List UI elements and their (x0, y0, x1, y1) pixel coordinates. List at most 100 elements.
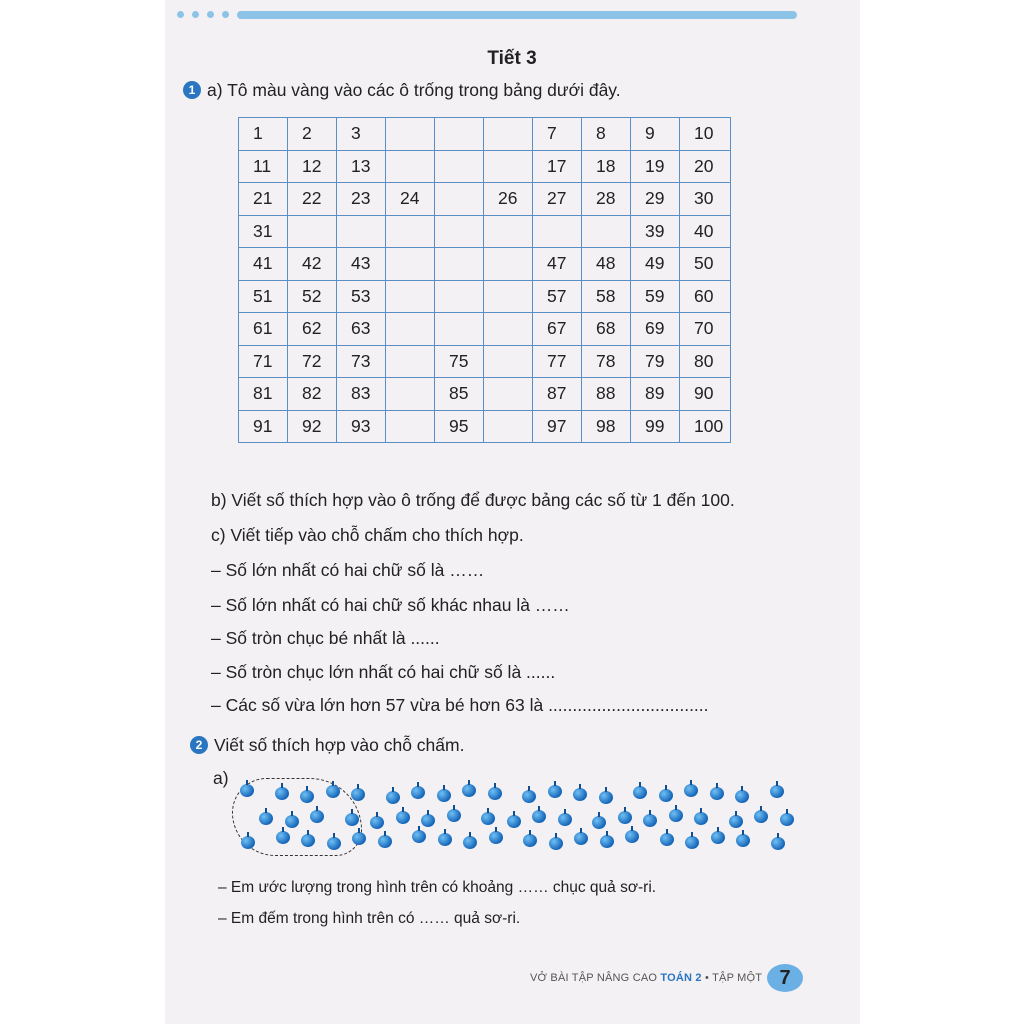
grid-cell[interactable] (385, 214, 435, 248)
grid-cell[interactable] (532, 214, 582, 248)
grid-cell[interactable]: 69 (630, 312, 680, 346)
grid-cell[interactable] (385, 409, 435, 443)
grid-cell[interactable] (434, 247, 484, 281)
grid-cell[interactable]: 49 (630, 247, 680, 281)
grid-cell[interactable] (434, 182, 484, 216)
grid-cell[interactable] (385, 312, 435, 346)
grid-cell[interactable]: 98 (581, 409, 631, 443)
grid-cell[interactable] (483, 214, 533, 248)
grid-cell[interactable]: 30 (679, 182, 731, 216)
grid-cell[interactable]: 89 (630, 377, 680, 411)
grid-cell[interactable]: 88 (581, 377, 631, 411)
grid-cell[interactable]: 78 (581, 344, 631, 378)
grid-cell[interactable]: 47 (532, 247, 582, 281)
grid-cell[interactable]: 58 (581, 279, 631, 313)
grid-cell[interactable]: 91 (238, 409, 288, 443)
grid-cell[interactable]: 50 (679, 247, 731, 281)
grid-cell[interactable]: 60 (679, 279, 731, 313)
grid-cell[interactable]: 68 (581, 312, 631, 346)
grid-cell[interactable]: 82 (287, 377, 337, 411)
grid-cell[interactable]: 43 (336, 247, 386, 281)
grid-cell[interactable]: 31 (238, 214, 288, 248)
grid-cell[interactable]: 17 (532, 149, 582, 183)
grid-cell[interactable]: 62 (287, 312, 337, 346)
grid-cell[interactable] (336, 214, 386, 248)
grid-cell[interactable]: 97 (532, 409, 582, 443)
grid-cell[interactable] (483, 117, 533, 151)
grid-cell[interactable]: 7 (532, 117, 582, 151)
grid-cell[interactable]: 63 (336, 312, 386, 346)
grid-cell[interactable]: 72 (287, 344, 337, 378)
grid-cell[interactable]: 70 (679, 312, 731, 346)
grid-cell[interactable] (483, 377, 533, 411)
grid-cell[interactable]: 39 (630, 214, 680, 248)
grid-cell[interactable]: 51 (238, 279, 288, 313)
grid-cell[interactable]: 83 (336, 377, 386, 411)
grid-cell[interactable] (385, 344, 435, 378)
grid-cell[interactable]: 71 (238, 344, 288, 378)
grid-cell[interactable] (483, 312, 533, 346)
grid-cell[interactable]: 10 (679, 117, 731, 151)
grid-cell[interactable]: 27 (532, 182, 582, 216)
grid-cell[interactable] (434, 312, 484, 346)
grid-cell[interactable]: 100 (679, 409, 731, 443)
grid-cell[interactable]: 90 (679, 377, 731, 411)
grid-cell[interactable]: 57 (532, 279, 582, 313)
grid-cell[interactable] (483, 149, 533, 183)
grid-cell[interactable]: 80 (679, 344, 731, 378)
grid-cell[interactable]: 73 (336, 344, 386, 378)
grid-cell[interactable]: 67 (532, 312, 582, 346)
grid-cell[interactable] (483, 247, 533, 281)
grid-cell[interactable] (434, 117, 484, 151)
grid-cell[interactable]: 18 (581, 149, 631, 183)
grid-cell[interactable]: 22 (287, 182, 337, 216)
grid-cell[interactable] (434, 214, 484, 248)
grid-cell[interactable] (385, 377, 435, 411)
grid-cell[interactable]: 21 (238, 182, 288, 216)
grid-cell[interactable]: 40 (679, 214, 731, 248)
grid-cell[interactable] (483, 344, 533, 378)
grid-cell[interactable]: 53 (336, 279, 386, 313)
grid-cell[interactable]: 95 (434, 409, 484, 443)
grid-cell[interactable]: 61 (238, 312, 288, 346)
grid-cell[interactable]: 75 (434, 344, 484, 378)
grid-cell[interactable]: 11 (238, 149, 288, 183)
grid-cell[interactable] (483, 279, 533, 313)
grid-cell[interactable]: 77 (532, 344, 582, 378)
grid-cell[interactable]: 12 (287, 149, 337, 183)
grid-cell[interactable]: 26 (483, 182, 533, 216)
grid-cell[interactable]: 20 (679, 149, 731, 183)
grid-cell[interactable]: 79 (630, 344, 680, 378)
grid-cell[interactable]: 28 (581, 182, 631, 216)
grid-cell[interactable] (385, 279, 435, 313)
grid-cell[interactable]: 13 (336, 149, 386, 183)
grid-cell[interactable]: 87 (532, 377, 582, 411)
grid-cell[interactable]: 81 (238, 377, 288, 411)
grid-cell[interactable]: 92 (287, 409, 337, 443)
grid-cell[interactable]: 99 (630, 409, 680, 443)
grid-cell[interactable]: 9 (630, 117, 680, 151)
grid-cell[interactable] (385, 149, 435, 183)
grid-cell[interactable]: 42 (287, 247, 337, 281)
grid-cell[interactable]: 8 (581, 117, 631, 151)
grid-cell[interactable]: 19 (630, 149, 680, 183)
grid-cell[interactable] (385, 247, 435, 281)
grid-cell[interactable]: 93 (336, 409, 386, 443)
grid-cell[interactable]: 3 (336, 117, 386, 151)
grid-cell[interactable] (434, 279, 484, 313)
grid-cell[interactable] (434, 149, 484, 183)
grid-cell[interactable]: 85 (434, 377, 484, 411)
grid-cell[interactable]: 23 (336, 182, 386, 216)
grid-cell[interactable] (483, 409, 533, 443)
grid-cell[interactable]: 52 (287, 279, 337, 313)
grid-cell[interactable]: 29 (630, 182, 680, 216)
grid-cell[interactable]: 59 (630, 279, 680, 313)
grid-cell[interactable]: 48 (581, 247, 631, 281)
grid-cell[interactable]: 24 (385, 182, 435, 216)
grid-cell[interactable]: 1 (238, 117, 288, 151)
grid-cell[interactable] (581, 214, 631, 248)
grid-cell[interactable]: 41 (238, 247, 288, 281)
grid-cell[interactable] (287, 214, 337, 248)
grid-cell[interactable]: 2 (287, 117, 337, 151)
grid-cell[interactable] (385, 117, 435, 151)
